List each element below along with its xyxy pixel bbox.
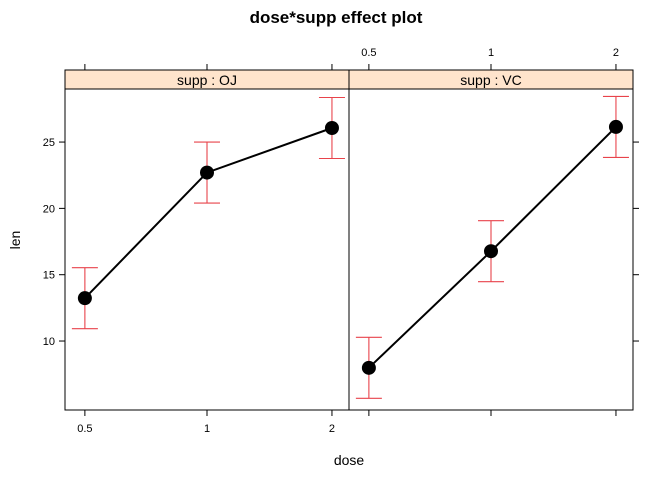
y-tick-label: 25 [43,137,55,149]
x-tick-label: 2 [329,423,335,435]
x-tick-label: 2 [613,47,619,59]
y-tick-label: 10 [43,336,55,348]
data-point [361,360,376,375]
data-point [200,165,214,180]
data-point [484,244,498,259]
series-line [84,127,333,299]
data-point [77,291,92,306]
y-tick-label: 20 [43,203,55,215]
x-tick-label: 1 [488,47,494,59]
strip-label: supp : OJ [177,72,237,88]
x-tick-label: 0.5 [361,47,376,59]
chart-title: dose*supp effect plot [250,8,423,27]
plot-area: supp : OJ 0.5 1 2 supp : VC 0.5 1 2 10 15 20 25 [43,47,639,435]
x-tick-label: 0.5 [77,423,92,435]
y-tick-label: 15 [43,270,55,282]
x-tick-label: 1 [204,423,210,435]
x-axis-label: dose [334,452,365,468]
data-point [324,120,339,135]
strip-label: supp : VC [460,72,521,88]
y-axis-label: len [7,231,23,250]
data-point [608,119,623,134]
